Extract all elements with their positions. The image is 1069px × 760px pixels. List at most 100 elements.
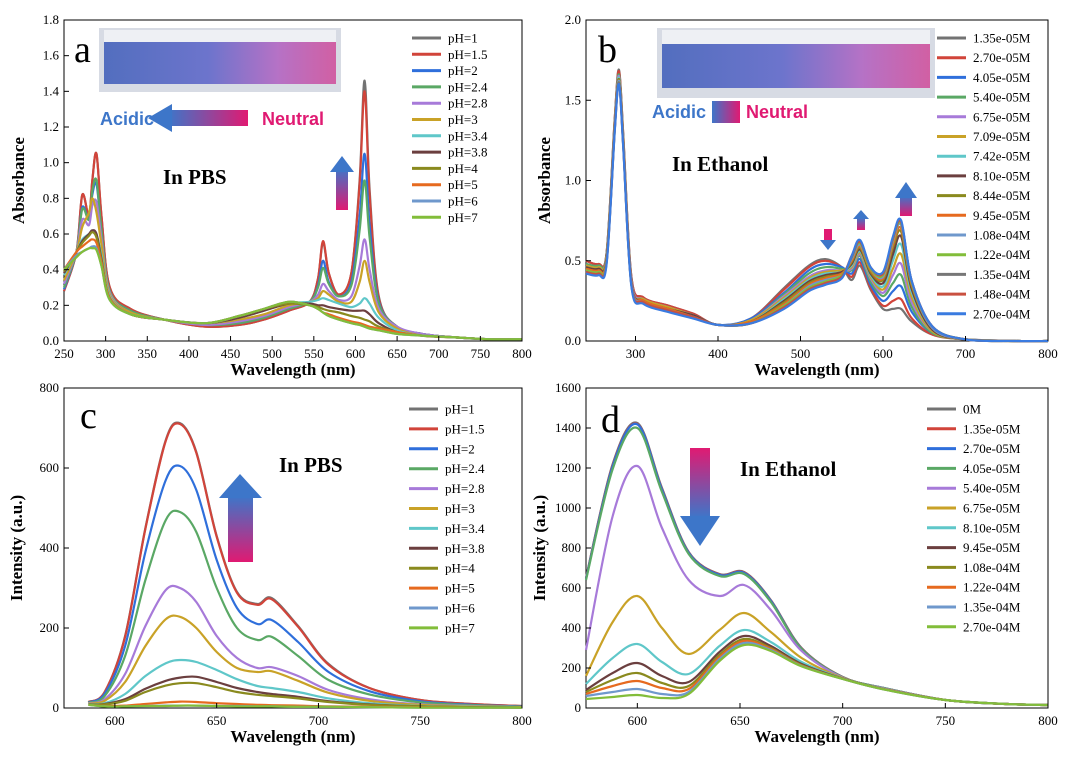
x-tick-label: 700 [833, 713, 853, 728]
vial-photo [99, 28, 341, 92]
neutral-label: Neutral [746, 102, 808, 122]
y-tick-label: 0.5 [565, 253, 581, 268]
series-line [87, 422, 523, 708]
y-tick-label: 400 [562, 620, 582, 635]
x-tick-label: 350 [138, 346, 158, 361]
y-tick-label: 1.0 [565, 173, 581, 188]
x-tick-label: 500 [791, 346, 811, 361]
series-line [585, 70, 1049, 343]
increase-arrow [336, 168, 348, 210]
axes-b: 300 400 500 600 700 800 0.0 0.5 1.0 1.5 2.0 Wavelen… [535, 12, 1058, 379]
series-line [63, 245, 523, 341]
y-tick-label: 200 [40, 620, 60, 635]
decrease-arrow-head [820, 240, 836, 250]
y-tick-label: 1400 [555, 420, 581, 435]
y-tick-label: 0.0 [565, 333, 581, 348]
legend-label: pH=7 [445, 620, 475, 635]
y-tick-label: 1.8 [43, 12, 59, 27]
legend-label: 1.35e-05M [973, 31, 1031, 46]
y-tick-label: 0.6 [43, 226, 60, 241]
x-tick-label: 700 [429, 346, 449, 361]
legend-b: 1.35e-05M 2.70e-05M 4.05e-05M 5.40e-05M 6.75… [937, 31, 1031, 321]
legend-label: pH=2.8 [445, 481, 484, 496]
x-tick-label: 400 [179, 346, 199, 361]
x-tick-label: 750 [410, 713, 430, 728]
curves-b [585, 68, 1049, 343]
y-tick-label: 1.5 [565, 92, 581, 107]
legend-label: pH=1.5 [445, 421, 484, 436]
panel-letter: c [80, 395, 97, 437]
series-line [87, 509, 523, 708]
y-tick-label: 0.4 [43, 262, 60, 277]
panel-letter: b [598, 29, 617, 71]
series-line [585, 641, 1049, 707]
series-line [63, 229, 523, 341]
legend-label: pH=6 [448, 194, 478, 209]
y-axis-title: Intensity (a.u.) [530, 495, 549, 601]
legend-label: 5.40e-05M [963, 481, 1021, 496]
axes-c: 600 650 700 750 800 0 200 400 600 800 Wavelength (… [7, 380, 532, 746]
legend-label: 9.45e-05M [973, 208, 1031, 223]
x-tick-label: 800 [512, 713, 532, 728]
y-tick-label: 1.0 [43, 155, 59, 170]
legend-label: pH=5 [448, 177, 478, 192]
legend-label: pH=2 [445, 441, 475, 456]
x-tick-label: 800 [1038, 346, 1058, 361]
y-axis-title: Absorbance [535, 137, 554, 224]
y-tick-label: 0.2 [43, 297, 59, 312]
legend-label: 2.70e-04M [963, 619, 1021, 634]
increase-arrow [228, 496, 253, 562]
legend-label: 8.10e-05M [973, 168, 1031, 183]
legend-label: 1.08e-04M [973, 228, 1031, 243]
legend-label: pH=5 [445, 581, 475, 596]
panel-c: 600 650 700 750 800 0 200 400 600 800 Wavelength (… [7, 380, 532, 746]
legend-label: 1.08e-04M [963, 560, 1021, 575]
legend-label: pH=6 [445, 601, 475, 616]
legend-label: 2.70e-05M [963, 441, 1021, 456]
series-line [88, 584, 523, 709]
x-tick-label: 650 [387, 346, 407, 361]
axes-a: 250 300 350 400 450 500 550 600 650 700 750 800 0.0 0… [9, 12, 532, 379]
legend-label: 6.75e-05M [973, 109, 1031, 124]
legend-label: 4.05e-05M [963, 461, 1021, 476]
legend-label: 9.45e-05M [963, 540, 1021, 555]
increase-arrow-head [330, 156, 354, 172]
y-tick-label: 200 [562, 660, 582, 675]
curves-d [584, 421, 1049, 707]
series-line [585, 643, 1049, 707]
x-axis-title: Wavelength (nm) [754, 360, 879, 379]
x-tick-label: 600 [346, 346, 366, 361]
decrease-arrow [690, 448, 710, 518]
neutral-label: Neutral [262, 109, 324, 129]
x-tick-label: 650 [207, 713, 227, 728]
x-tick-label: 600 [873, 346, 893, 361]
legend-label: pH=2.4 [445, 461, 485, 476]
x-tick-label: 450 [221, 346, 241, 361]
panel-a: 250 300 350 400 450 500 550 600 650 700 750 800 0.0 0… [9, 12, 532, 379]
legend-label: 6.75e-05M [963, 501, 1021, 516]
x-axis-title: Wavelength (nm) [754, 727, 879, 746]
legend-label: 1.22e-04M [963, 580, 1021, 595]
y-tick-label: 800 [562, 540, 582, 555]
legend-label: pH=1 [448, 31, 478, 46]
legend-label: 7.09e-05M [973, 129, 1031, 144]
x-tick-label: 800 [512, 346, 532, 361]
x-tick-label: 750 [936, 713, 956, 728]
legend-c: pH=1 pH=1.5 pH=2 pH=2.4 pH=2.8 pH=3 pH=3.4 pH=3… [409, 402, 485, 635]
x-tick-label: 800 [1038, 713, 1058, 728]
x-tick-label: 400 [708, 346, 728, 361]
legend-label: pH=3.8 [448, 145, 487, 160]
curves-a [62, 79, 523, 341]
legend-label: pH=4 [445, 561, 475, 576]
y-tick-label: 600 [562, 580, 582, 595]
legend-label: pH=2.4 [448, 79, 488, 94]
y-tick-label: 1.6 [43, 48, 60, 63]
direction-arrow [712, 101, 740, 123]
legend-label: 5.40e-05M [973, 90, 1031, 105]
y-tick-label: 0 [575, 700, 582, 715]
legend-label: 1.48e-04M [973, 287, 1031, 302]
legend-label: pH=7 [448, 210, 478, 225]
annotation: In Ethanol [672, 152, 768, 176]
series-line [88, 681, 523, 709]
y-tick-label: 1.2 [43, 119, 59, 134]
